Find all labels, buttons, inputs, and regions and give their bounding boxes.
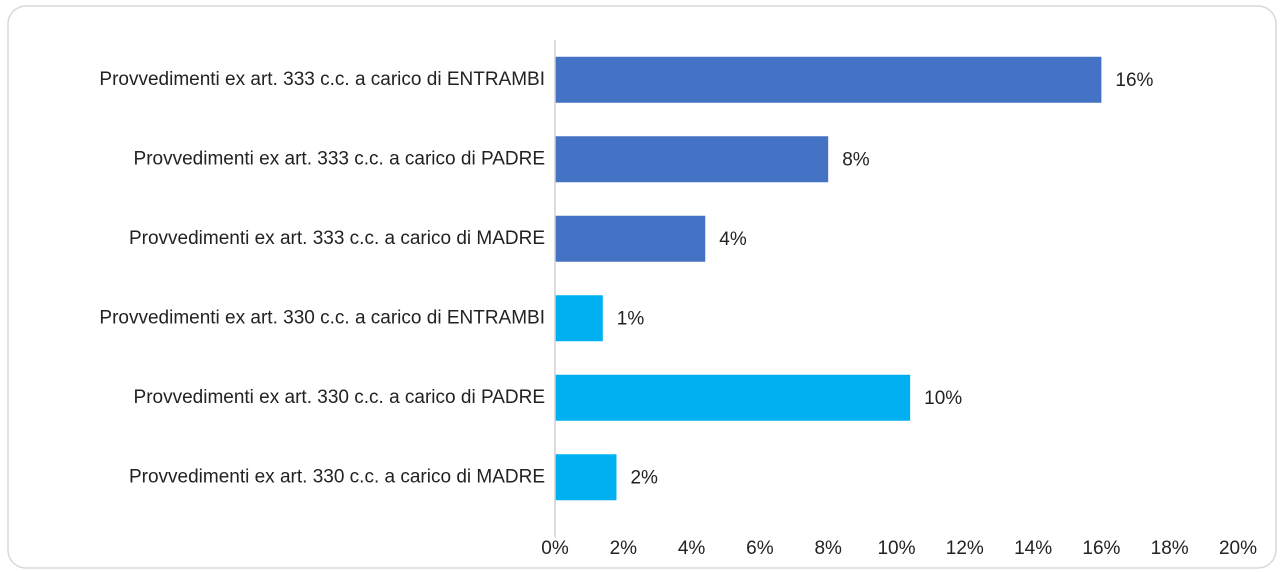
x-tick-label: 8% (814, 538, 842, 559)
data-label: 2% (630, 467, 658, 488)
bar (555, 374, 911, 421)
bar (555, 215, 706, 262)
bar (555, 454, 617, 501)
x-tick-label: 6% (746, 538, 774, 559)
x-tick-label: 10% (877, 538, 915, 559)
data-label: 10% (924, 388, 962, 409)
bar (555, 295, 603, 342)
bar (555, 56, 1102, 103)
data-label: 4% (719, 229, 747, 250)
x-tick-label: 14% (1014, 538, 1052, 559)
x-tick-label: 2% (610, 538, 638, 559)
y-tick-label: Provvedimenti ex art. 333 c.c. a carico … (129, 228, 545, 249)
x-tick-label: 12% (946, 538, 984, 559)
x-tick-label: 4% (678, 538, 706, 559)
x-tick-label: 18% (1151, 538, 1189, 559)
bar (555, 136, 829, 183)
y-tick-label: Provvedimenti ex art. 330 c.c. a carico … (99, 307, 545, 328)
data-label: 8% (842, 149, 870, 170)
x-tick-label: 0% (541, 538, 569, 559)
data-label: 16% (1115, 70, 1153, 91)
chart-frame (7, 5, 1277, 569)
x-tick-label: 20% (1219, 538, 1257, 559)
y-tick-label: Provvedimenti ex art. 333 c.c. a carico … (134, 148, 545, 169)
y-tick-label: Provvedimenti ex art. 330 c.c. a carico … (134, 387, 545, 408)
y-tick-label: Provvedimenti ex art. 330 c.c. a carico … (129, 466, 545, 487)
data-label: 1% (617, 308, 645, 329)
x-tick-label: 16% (1082, 538, 1120, 559)
y-tick-label: Provvedimenti ex art. 333 c.c. a carico … (99, 69, 545, 90)
